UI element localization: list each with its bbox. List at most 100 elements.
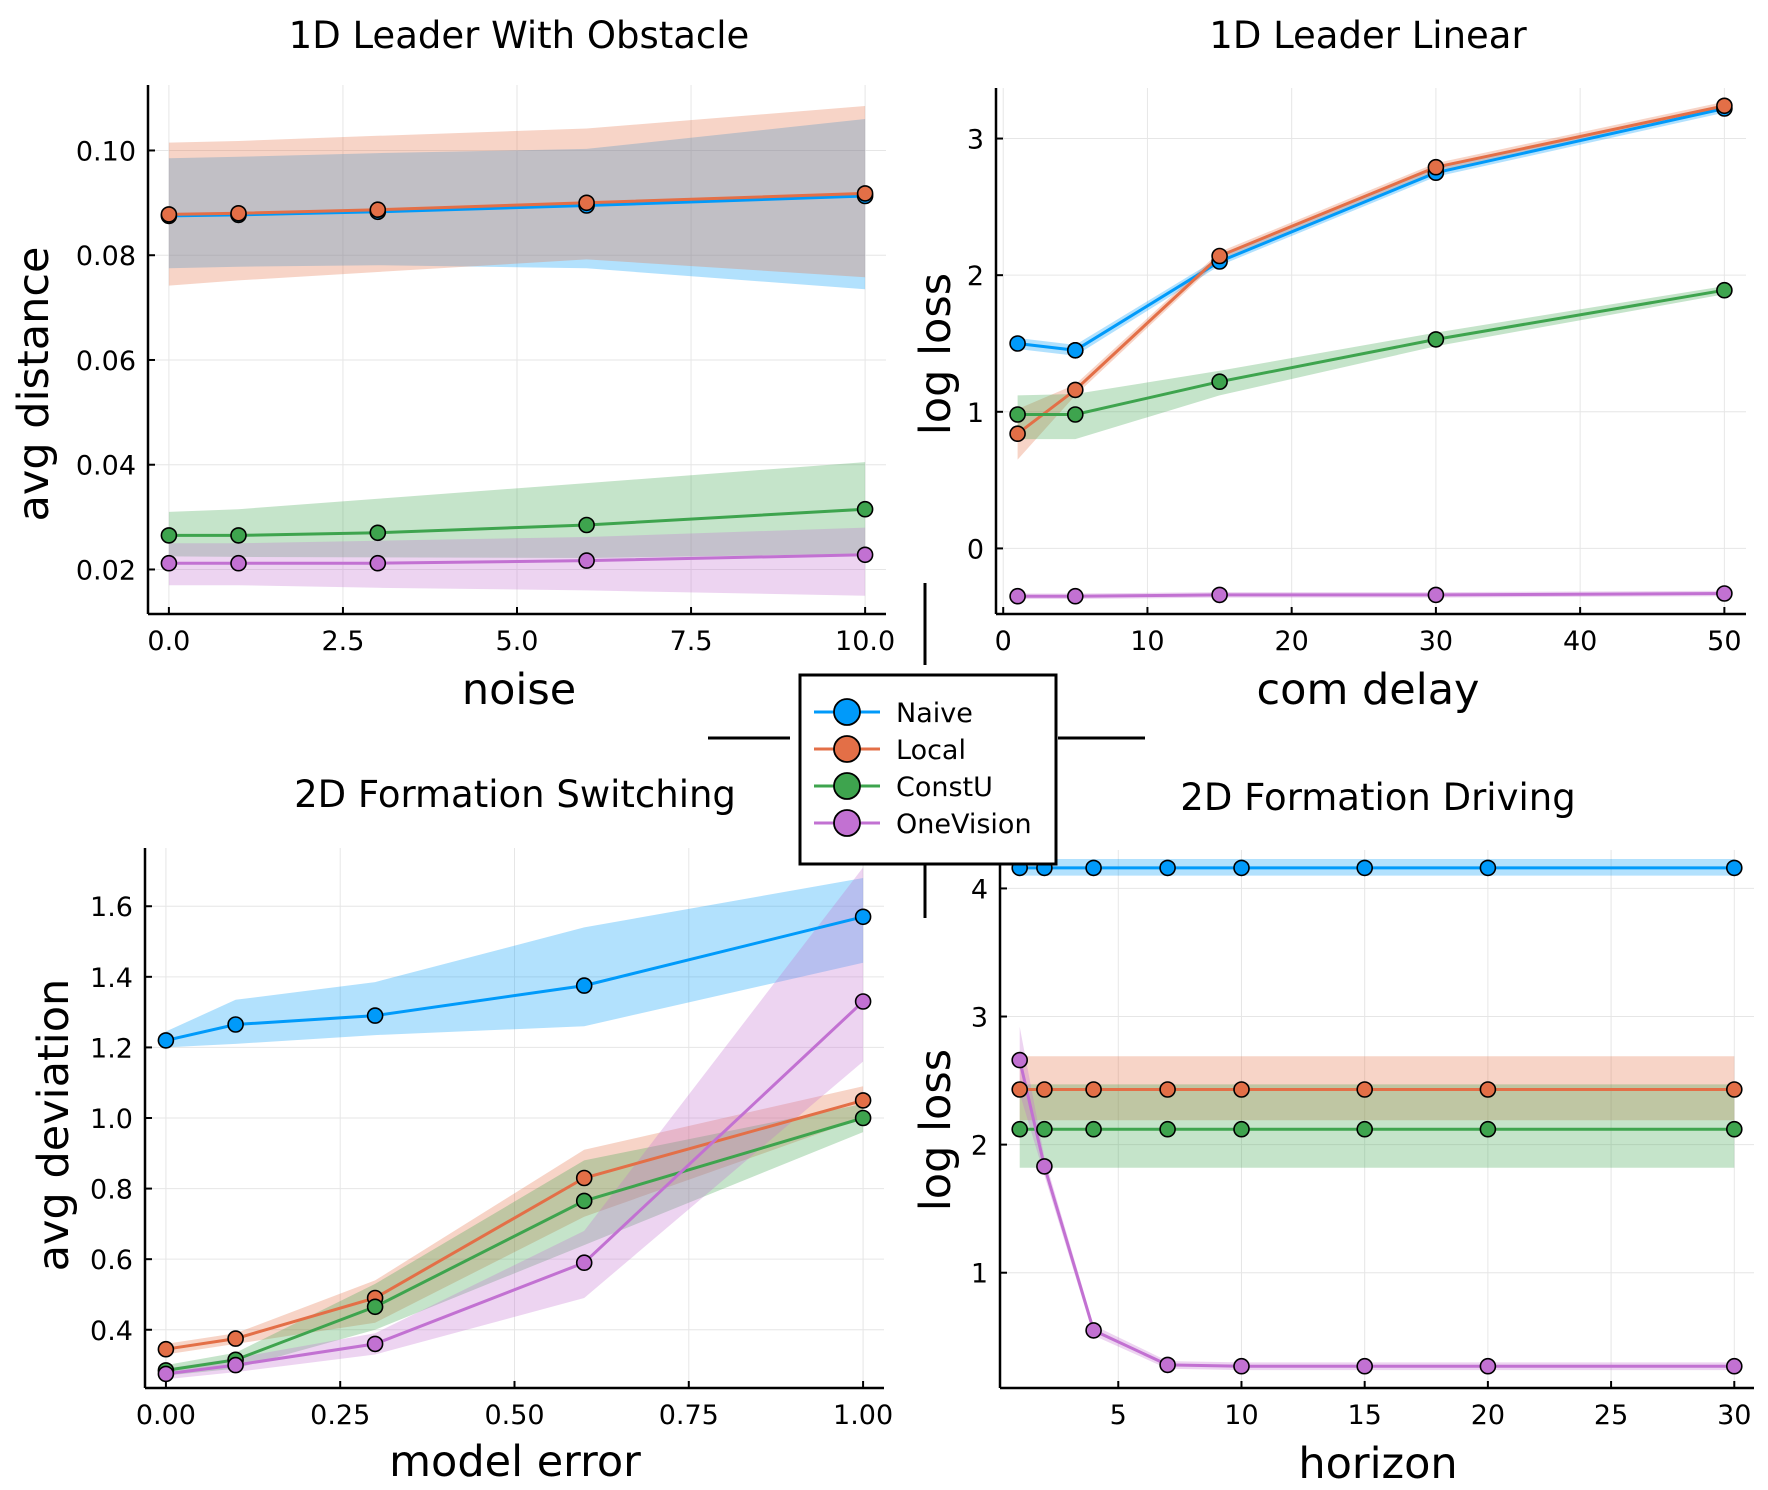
naive-line: [1074, 107, 1725, 352]
y-axis-label: avg distance: [9, 247, 59, 522]
onevision-point: [369, 554, 387, 572]
onevision-point: [1009, 587, 1026, 605]
legend-label: ConstU: [896, 772, 993, 803]
x-tick-label: 0.75: [659, 1400, 719, 1431]
y-tick-label: 1.6: [90, 892, 133, 923]
local-point: [1211, 247, 1228, 265]
y-axis-label: avg deviation: [29, 979, 79, 1272]
onevision-point: [157, 1365, 175, 1383]
local-point: [157, 1340, 175, 1358]
local-point: [1067, 381, 1084, 399]
y-tick-label: 1: [967, 398, 984, 429]
series-markers: [157, 908, 872, 1383]
x-axis-label: com delay: [1257, 665, 1480, 715]
constu-point: [1011, 1120, 1029, 1138]
plot-1d-leader-with-obstacle: 1D Leader With Obstacle 0.0 2.5 5.0 7.5 10.0…: [9, 14, 895, 715]
onevision-point: [1085, 1322, 1102, 1339]
axes: 5 10 15 20 25 30 1 2 3 4: [971, 850, 1754, 1431]
y-axis-label: log loss: [911, 273, 961, 435]
naive-point: [1726, 859, 1743, 877]
local-point: [1479, 1081, 1497, 1098]
y-tick-label: 0.02: [76, 555, 136, 586]
y-axis-label: log loss: [911, 1049, 961, 1211]
x-tick-label: 20: [1274, 626, 1308, 657]
grid: [1000, 850, 1754, 1388]
constu-point: [578, 516, 595, 534]
y-tick-label: 1.4: [90, 963, 133, 994]
local-point: [1356, 1081, 1373, 1098]
x-tick-label: 10.0: [835, 626, 895, 657]
constu-point: [366, 1298, 384, 1316]
constu-point: [575, 1192, 593, 1210]
plot-1d-leader-linear: 1D Leader Linear 0 10 20 30 40 50 0 1 2 3 com del…: [911, 14, 1746, 715]
legend-marker: [833, 735, 861, 763]
constu-point: [1726, 1120, 1743, 1138]
y-tick-label: 3: [967, 125, 984, 156]
local-point: [1716, 97, 1733, 115]
legend-label: Naive: [896, 698, 973, 729]
series-markers: [160, 185, 874, 572]
legend-marker: [833, 698, 861, 726]
onevision-point: [578, 552, 595, 569]
legend-label: OneVision: [896, 809, 1032, 840]
constu-point: [856, 500, 874, 518]
local-point: [1009, 425, 1026, 443]
local-point: [1233, 1081, 1250, 1098]
legend-entries: Naive Local ConstU OneVision: [814, 698, 1032, 840]
onevision-point: [230, 554, 247, 572]
grid: [996, 88, 1746, 614]
x-tick-label: 20: [1471, 1400, 1505, 1431]
onevision-point: [1479, 1357, 1497, 1375]
onevision-point: [160, 554, 178, 572]
plot-title: 2D Formation Driving: [1180, 776, 1575, 819]
onevision-point: [1036, 1158, 1053, 1175]
y-tick-label: 4: [971, 874, 988, 905]
constu-band: [1017, 286, 1725, 440]
y-tick-label: 0: [967, 534, 984, 565]
onevision-point: [1726, 1357, 1743, 1375]
local-point: [575, 1169, 593, 1187]
series-markers: [1011, 859, 1743, 1375]
legend-entry-onevision: OneVision: [814, 809, 1032, 840]
plot-2d-formation-switching: 2D Formation Switching 0.00 0.25 0.50 0.75 1…: [29, 773, 893, 1487]
local-point: [1085, 1081, 1102, 1098]
local-point: [227, 1330, 244, 1347]
y-tick-label: 1.2: [90, 1033, 133, 1064]
local-point: [1036, 1081, 1053, 1098]
onevision-line: [1018, 1059, 1735, 1368]
x-tick-label: 0.0: [147, 626, 190, 657]
onevision-point: [1011, 1051, 1029, 1069]
constu-point: [1479, 1120, 1497, 1138]
naive-band: [165, 878, 864, 1048]
naive-point: [227, 1016, 244, 1033]
naive-point: [1159, 859, 1176, 877]
onevision-point: [1233, 1357, 1250, 1375]
legend-entry-local: Local: [814, 735, 966, 766]
constu-point: [1159, 1120, 1176, 1138]
local-point: [1011, 1081, 1029, 1098]
onevision-point: [575, 1254, 593, 1271]
x-axis-label: noise: [462, 665, 576, 715]
constu-point: [160, 527, 178, 544]
x-tick-label: 2.5: [321, 626, 364, 657]
local-point: [1726, 1081, 1743, 1098]
legend-marker: [833, 809, 861, 837]
constu-point: [1233, 1120, 1250, 1138]
grid: [148, 85, 886, 614]
onevision-point: [1427, 586, 1445, 604]
naive-point: [1356, 859, 1373, 877]
onevision-point: [1067, 587, 1084, 605]
x-axis-label: horizon: [1298, 1439, 1457, 1489]
y-tick-label: 2: [967, 261, 984, 292]
local-point: [856, 185, 874, 202]
constu-point: [1067, 406, 1084, 423]
x-tick-label: 40: [1563, 626, 1597, 657]
onevision-point: [854, 993, 872, 1010]
local-band: [168, 106, 866, 286]
onevision-point: [366, 1335, 384, 1353]
y-tick-label: 0.10: [76, 136, 136, 167]
naive-point: [1067, 341, 1084, 359]
x-tick-label: 5: [1110, 1400, 1127, 1431]
constu-point: [1427, 331, 1445, 348]
